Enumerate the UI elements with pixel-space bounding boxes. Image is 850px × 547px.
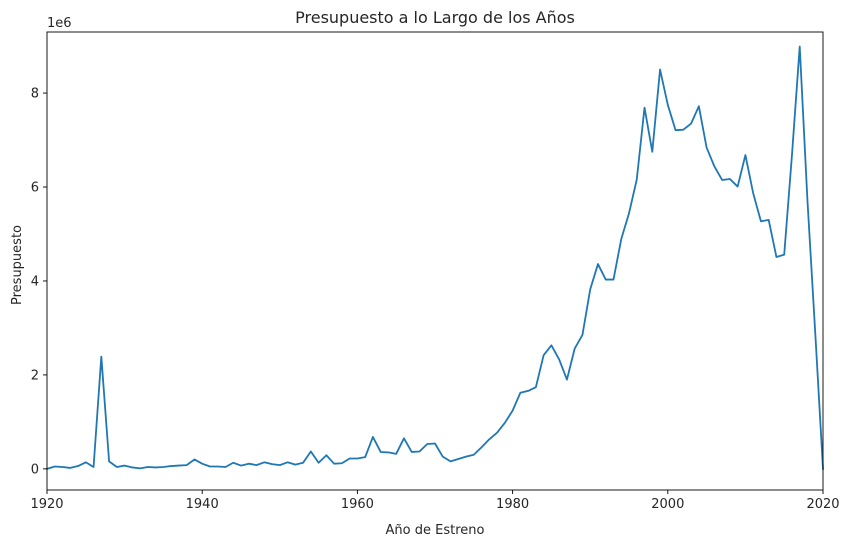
y-tick-label: 0 bbox=[31, 462, 39, 477]
y-offset-label: 1e6 bbox=[47, 16, 72, 31]
series-line-0 bbox=[45, 45, 824, 470]
y-axis-label: Presupuesto bbox=[10, 225, 25, 305]
axes-frame bbox=[46, 31, 824, 491]
plot-area: 1920 1940 1960 1980 2000 2020 0 2 4 6 8 bbox=[30, 31, 840, 512]
y-tick-label: 8 bbox=[31, 87, 39, 102]
y-tick-label: 2 bbox=[31, 368, 39, 383]
x-tick-label: 1960 bbox=[341, 497, 374, 512]
x-tick-label: 2000 bbox=[651, 497, 684, 512]
x-tick-label: 1940 bbox=[186, 497, 219, 512]
y-tick-label: 6 bbox=[31, 181, 39, 196]
chart-title: Presupuesto a lo Largo de los Años bbox=[295, 8, 575, 27]
x-tick-label: 1920 bbox=[30, 497, 63, 512]
x-tick-label: 1980 bbox=[496, 497, 529, 512]
y-tick-label: 4 bbox=[31, 274, 39, 289]
x-tick-label: 2020 bbox=[806, 497, 839, 512]
x-axis-label: Año de Estreno bbox=[386, 523, 485, 538]
